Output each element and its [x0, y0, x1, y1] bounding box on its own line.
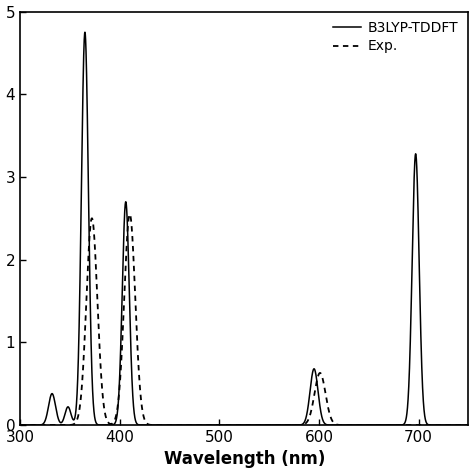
- Exp.: [44, 422, 50, 428]
- Exp.: [465, 422, 471, 428]
- B3LYP-TDDFT: [237, 422, 242, 428]
- Exp.: [127, 211, 133, 217]
- B3LYP-TDDFT: [36, 422, 42, 428]
- Exp.: [237, 422, 242, 428]
- Exp.: [105, 419, 111, 425]
- Line: Exp.: Exp.: [20, 214, 468, 425]
- Exp.: [18, 422, 23, 428]
- Line: B3LYP-TDDFT: B3LYP-TDDFT: [20, 32, 468, 425]
- Exp.: [36, 422, 42, 428]
- B3LYP-TDDFT: [18, 422, 23, 428]
- B3LYP-TDDFT: [19, 422, 25, 428]
- B3LYP-TDDFT: [465, 422, 471, 428]
- X-axis label: Wavelength (nm): Wavelength (nm): [164, 450, 325, 468]
- B3LYP-TDDFT: [442, 422, 447, 428]
- B3LYP-TDDFT: [82, 29, 88, 35]
- Exp.: [19, 422, 25, 428]
- Exp.: [442, 422, 447, 428]
- B3LYP-TDDFT: [105, 422, 111, 428]
- B3LYP-TDDFT: [211, 422, 217, 428]
- B3LYP-TDDFT: [44, 411, 50, 417]
- Legend: B3LYP-TDDFT, Exp.: B3LYP-TDDFT, Exp.: [330, 18, 462, 56]
